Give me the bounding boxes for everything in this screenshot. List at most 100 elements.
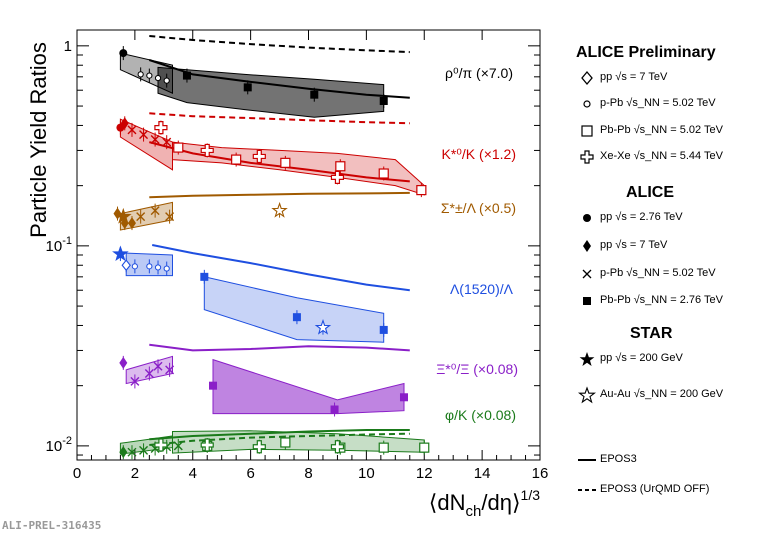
solid-line-icon [578, 459, 596, 461]
data-point-xi-0-xi-PbPb-2.76 [209, 381, 218, 390]
legend-item-epos3-urqmd-off: EPOS3 (UrQMD OFF) [576, 480, 766, 500]
data-point-rho0-pi-pPb-5.02-prelim [163, 77, 170, 84]
legend-item-label: pp √s = 7 TeV [600, 71, 668, 83]
x-tick-label: 0 [73, 465, 81, 482]
data-point-k-0-k-PbPb-5.02-prelim [416, 185, 427, 196]
legend-item-label: EPOS3 (UrQMD OFF) [600, 483, 710, 495]
y-tick-label: 10-2 [46, 435, 72, 455]
legend-item-label: Pb-Pb √s_NN = 2.76 TeV [600, 294, 723, 306]
data-point-rho0-pi-pPb-5.02-prelim [146, 72, 153, 79]
legend-header-alice: ALICE [626, 184, 674, 201]
open-diamond-icon [581, 70, 593, 86]
x-tick-label: 6 [246, 465, 254, 482]
data-point-rho0-pi-PbPb-2.76 [243, 83, 252, 92]
x-axis-title: ⟨dNch/dη⟩1/3 [429, 487, 540, 520]
legend-item-star-auau: Au-Au √s_NN = 200 GeV [576, 385, 766, 405]
legend-item-pbpb276: Pb-Pb √s_NN = 2.76 TeV [576, 291, 766, 311]
open-cross-icon [580, 150, 594, 164]
x-tick-label: 14 [474, 465, 491, 482]
data-point-k-0-k-XeXe-5.44-prelim [252, 149, 266, 164]
data-point-xi-0-xi-PbPb-2.76 [399, 393, 408, 402]
x-tick-label: 4 [189, 465, 197, 482]
data-point-phi-k-XeXe-5.44-prelim [252, 440, 266, 454]
y-tick-label: 10-1 [46, 235, 72, 255]
data-point-sigma-lambda-STAR-pp-200 [114, 207, 132, 224]
legend-header-star: STAR [630, 325, 673, 342]
x-tick-label: 2 [131, 465, 139, 482]
epos3-line-sigma-lambda [149, 191, 410, 199]
data-point-k-0-k-pPb-5.02 [127, 125, 137, 135]
watermark: ALI-PREL-316435 [2, 519, 102, 532]
legend-item-label: pp √s = 200 GeV [600, 352, 683, 364]
data-point-lambda-1520-lambda-PbPb-2.76 [292, 313, 301, 322]
ratio-label-sigma-lambda: Σ*±/Λ (×0.5) [441, 200, 516, 216]
data-point-sigma-lambda-pPb-5.02 [150, 206, 160, 216]
data-point-k-0-k-XeXe-5.44-prelim [200, 143, 214, 158]
data-point-rho0-pi-pPb-5.02-prelim [137, 71, 144, 78]
legend-item-label: pp √s = 7 TeV [600, 239, 668, 251]
data-point-phi-k-XeXe-5.44-prelim [330, 440, 345, 454]
data-point-k-0-k-PbPb-5.02-prelim [280, 157, 291, 168]
data-point-k-0-k-PbPb-5.02-prelim [378, 168, 389, 179]
data-point-rho0-pi-pPb-5.02-prelim [154, 74, 162, 82]
open-star-icon [577, 386, 597, 404]
data-point-phi-k-pPb-5.02 [173, 441, 183, 451]
data-point-xi-0-xi-PbPb-2.76 [330, 405, 339, 414]
data-point-sigma-lambda-pPb-5.02 [165, 212, 175, 222]
legend-header-alice-preliminary: ALICE Preliminary [576, 44, 716, 61]
filled-circle-icon [583, 214, 591, 222]
data-point-lambda-1520-lambda-STAR-AuAu-200 [314, 319, 332, 335]
data-point-phi-k-PbPb-5.02-prelim [419, 442, 430, 453]
data-point-phi-k-PbPb-5.02-prelim [280, 437, 291, 448]
data-point-lambda-1520-lambda-pp-7-prelim [121, 259, 131, 272]
data-point-k-0-k-PbPb-5.02-prelim [173, 142, 184, 153]
data-point-k-0-k-pPb-5.02 [139, 130, 149, 140]
data-point-phi-k-XeXe-5.44-prelim [200, 438, 214, 452]
ratio-label-kstar-k: K*⁰/K (×1.2) [442, 146, 516, 162]
ratio-label-lambda1520: Λ(1520)/Λ [450, 281, 514, 297]
open-circle-icon [583, 100, 591, 108]
legend-item-ppb-preliminary: p-Pb √s_NN = 5.02 TeV [576, 94, 766, 114]
open-square-icon [581, 125, 593, 137]
data-point-rho0-pi-PbPb-2.76 [379, 96, 388, 105]
data-point-phi-k-pPb-5.02 [139, 445, 149, 455]
data-point-k-0-k-pp-7 [120, 117, 129, 130]
band-xi-0-xi-pbpb [212, 358, 405, 415]
ratio-label-phi-k: φ/K (×0.08) [445, 407, 516, 423]
data-point-sigma-lambda-STAR-AuAu-200 [271, 201, 288, 218]
legend-item-label: Xe-Xe √s_NN = 5.44 TeV [600, 150, 723, 162]
data-point-lambda-1520-lambda-PbPb-2.76 [379, 325, 388, 334]
legend-item-label: Au-Au √s_NN = 200 GeV [600, 388, 724, 400]
legend-item-star-pp: pp √s = 200 GeV [576, 349, 766, 369]
data-point-k-0-k-XeXe-5.44-prelim [330, 170, 345, 184]
data-point-xi-0-xi-pp-7 [119, 356, 128, 369]
ratio-label-rho-pi: ρ⁰/π (×7.0) [445, 65, 513, 81]
y-axis-title: Particle Yield Ratios [26, 42, 51, 238]
epos3-line-lambda-1520-lambda [152, 244, 410, 292]
data-point-sigma-lambda-pPb-5.02 [136, 212, 146, 222]
legend-item-pp276: pp √s = 2.76 TeV [576, 208, 766, 228]
filled-star-icon [579, 352, 595, 366]
legend-item-epos3: EPOS3 [576, 450, 766, 470]
data-point-xi-0-xi-pPb-5.02 [130, 376, 140, 386]
data-point-lambda-1520-lambda-pPb-5.02-prelim [163, 265, 170, 272]
x-tick-label: 8 [304, 465, 312, 482]
legend-item-label: Pb-Pb √s_NN = 5.02 TeV [600, 124, 723, 136]
legend-item-pp7: pp √s = 7 TeV [576, 236, 766, 256]
legend-item-xexe-preliminary: Xe-Xe √s_NN = 5.44 TeV [576, 147, 766, 167]
legend-item-pp7-preliminary: pp √s = 7 TeV [576, 68, 766, 88]
epos3-line-k-0-k [149, 141, 410, 183]
data-point-k-0-k-PbPb-5.02-prelim [231, 154, 242, 165]
data-point-k-0-k-pPb-5.02 [150, 135, 160, 145]
cross-icon [582, 269, 592, 279]
data-point-lambda-1520-lambda-pPb-5.02-prelim [131, 263, 138, 270]
data-point-phi-k-pPb-5.02 [127, 447, 137, 457]
x-tick-label: 10 [358, 465, 375, 482]
y-tick-label: 1 [64, 38, 72, 55]
data-point-phi-k-pp-7 [119, 446, 128, 459]
ratio-label-xi-xi: Ξ*⁰/Ξ (×0.08) [436, 361, 518, 377]
data-point-sigma-lambda-pp-7 [127, 217, 136, 230]
data-point-rho0-pi-pp-2.76 [119, 49, 128, 58]
legend-item-ppb: p-Pb √s_NN = 5.02 TeV [576, 264, 766, 284]
x-tick-label: 12 [416, 465, 433, 482]
